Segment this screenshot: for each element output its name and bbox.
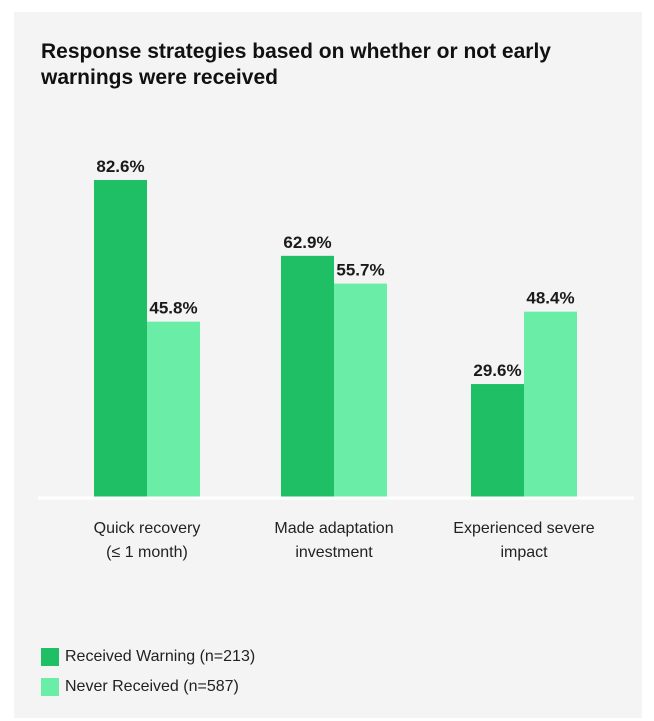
legend-swatch-received [41, 648, 59, 666]
category-label-2-line-1: impact [500, 544, 548, 561]
legend-item-never: Never Received (n=587) [41, 672, 255, 702]
category-label-0-line-1: (≤ 1 month) [106, 544, 188, 561]
data-label-never-1: 55.7% [336, 261, 384, 280]
bar-received-2 [471, 384, 524, 498]
data-label-received-0: 82.6% [96, 157, 144, 176]
legend-label-received: Received Warning (n=213) [65, 648, 256, 665]
bar-never-2 [524, 311, 577, 498]
bar-received-1 [281, 255, 334, 498]
chart-title: Response strategies based on whether or … [41, 40, 551, 89]
bar-never-0 [147, 321, 200, 498]
data-label-received-1: 62.9% [283, 233, 331, 252]
legend: Received Warning (n=213) Never Received … [41, 642, 255, 702]
legend-label-never: Never Received (n=587) [65, 678, 239, 695]
data-label-received-2: 29.6% [473, 361, 521, 380]
legend-swatch-never [41, 678, 59, 696]
category-label-1-line-0: Made adaptation [274, 520, 393, 537]
category-label-0-line-0: Quick recovery [94, 520, 201, 537]
bar-chart: 82.6% 62.9% 29.6% 45.8% 55.7% 48.4% Quick reco… [38, 157, 634, 561]
bar-never-1 [334, 283, 387, 498]
bar-received-0 [94, 179, 147, 499]
data-label-never-2: 48.4% [526, 289, 574, 308]
category-label-1-line-1: investment [295, 544, 373, 561]
category-label-2-line-0: Experienced severe [453, 520, 595, 537]
data-label-never-0: 45.8% [149, 299, 197, 318]
chart-card: Response strategies based on whether or … [14, 12, 642, 718]
legend-item-received: Received Warning (n=213) [41, 642, 255, 672]
